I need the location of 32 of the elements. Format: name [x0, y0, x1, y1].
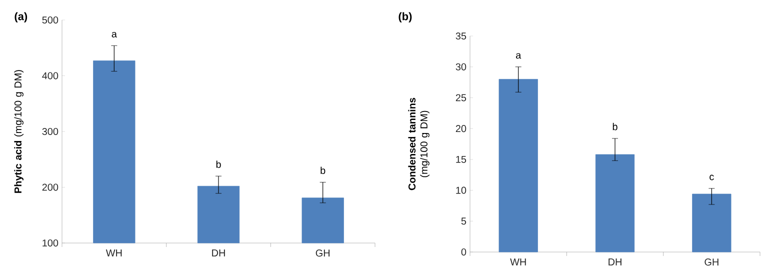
bar — [498, 79, 538, 252]
annotation: b — [216, 160, 221, 168]
annotation: a — [516, 53, 522, 59]
y-tick-label: 300 — [42, 128, 58, 136]
annotation: a — [112, 32, 117, 38]
annotation: c — [710, 174, 714, 180]
annotation: b — [320, 166, 326, 174]
y-tick-label: 35 — [456, 32, 466, 40]
y-tick-label: 200 — [42, 184, 58, 191]
x-tick-label: GH — [704, 258, 718, 266]
bar — [692, 194, 732, 252]
annotation: b — [612, 122, 618, 130]
y-tick-label: 10 — [456, 186, 466, 194]
y-tick-label: 25 — [456, 94, 466, 102]
y-tick-label: 5 — [461, 218, 466, 225]
x-tick-label: GH — [316, 250, 330, 257]
y-tick-label: 0 — [461, 248, 466, 256]
y-tick-label: 100 — [42, 239, 58, 247]
chart-title: (b) — [398, 12, 412, 22]
x-tick-label: WH — [510, 258, 526, 266]
y-tick-label: 15 — [456, 156, 466, 163]
chart-title: (a) — [14, 12, 28, 22]
y-tick-label: 20 — [456, 125, 466, 132]
y-tick-label: 30 — [456, 63, 466, 70]
y-axis-title: Condensed tannins (mg/100 g DM) — [408, 98, 430, 190]
x-tick-label: DH — [608, 258, 622, 266]
bar — [595, 154, 635, 252]
y-axis-title: Phytic acid (mg/100 g DM) — [14, 70, 24, 193]
y-tick-label: 500 — [42, 16, 58, 24]
x-tick-label: WH — [106, 250, 122, 256]
y-tick-label: 400 — [42, 72, 58, 80]
x-tick-label: DH — [212, 250, 225, 256]
